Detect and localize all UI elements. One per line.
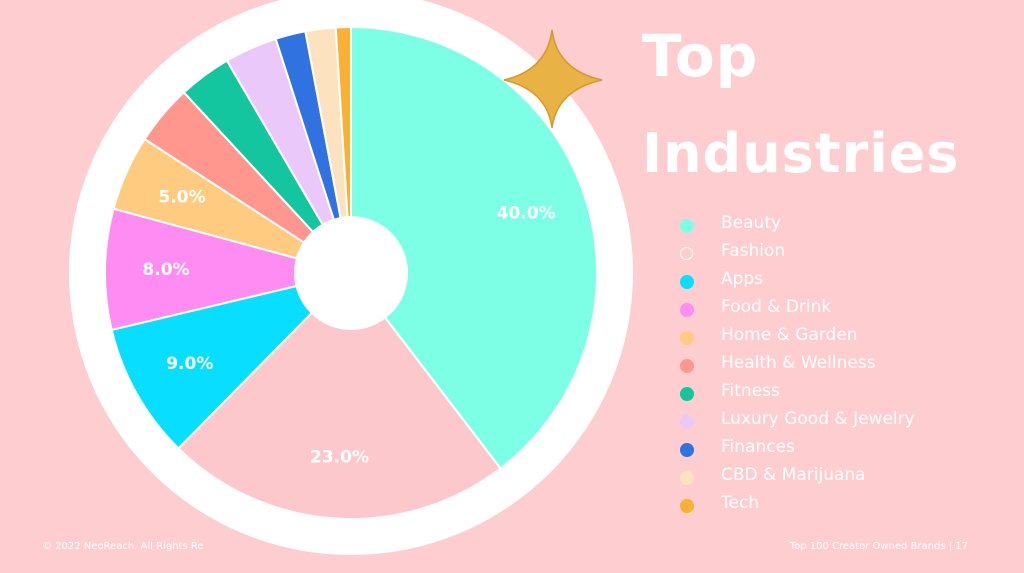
legend-swatch: [680, 415, 694, 429]
legend-swatch: [680, 359, 694, 373]
legend-swatch: [680, 247, 693, 260]
legend-label: Finances: [721, 437, 795, 457]
legend-label: Food & Drink: [721, 297, 832, 317]
legend-swatch: [680, 331, 694, 345]
legend-swatch: [680, 219, 694, 233]
footer-page-info: Top 100 Creator Owned Brands | 17: [789, 541, 968, 552]
slice-labels: 40.0% 23.0% 9.0% 8.0% 5.0%: [142, 188, 555, 468]
legend-label: Apps: [721, 269, 764, 289]
pie-slices: [104, 25, 598, 520]
pie-slice: [176, 271, 502, 520]
sparkle-star-icon: [503, 29, 603, 129]
legend-label: Home & Garden: [721, 325, 858, 345]
chart-title-line1: Top: [642, 22, 759, 90]
legend-swatch: [680, 499, 694, 513]
legend-label: Tech: [721, 493, 760, 513]
slice-data-label: 9.0%: [166, 354, 213, 374]
pie-slice: [350, 25, 598, 470]
slice-data-label: 5.0%: [159, 188, 206, 208]
chart-title-line2: Industries: [642, 122, 960, 185]
legend-swatch: [680, 275, 694, 289]
pie-slice: [334, 25, 352, 274]
donut-center-hole: [294, 216, 408, 330]
legend-label: Health & Wellness: [721, 353, 876, 373]
legend-swatch: [680, 387, 694, 401]
legend-label: Luxury Good & Jewelry: [721, 409, 915, 429]
slice-data-label: 8.0%: [142, 260, 189, 280]
legend-label: Fitness: [721, 381, 780, 401]
footer-copyright: © 2022 NeoReach. All Rights Re: [42, 541, 204, 552]
slice-data-label: 40.0%: [497, 204, 556, 224]
slice-data-label: 23.0%: [310, 448, 369, 468]
legend-label: CBD & Marijuana: [721, 465, 866, 485]
legend-swatch: [680, 303, 694, 317]
pie-slice: [110, 271, 355, 450]
legend-label: Beauty: [721, 213, 782, 233]
pie-slice: [104, 207, 352, 332]
legend-label: Fashion: [721, 241, 786, 261]
legend-swatch: [680, 471, 694, 485]
legend-swatch: [680, 443, 694, 457]
